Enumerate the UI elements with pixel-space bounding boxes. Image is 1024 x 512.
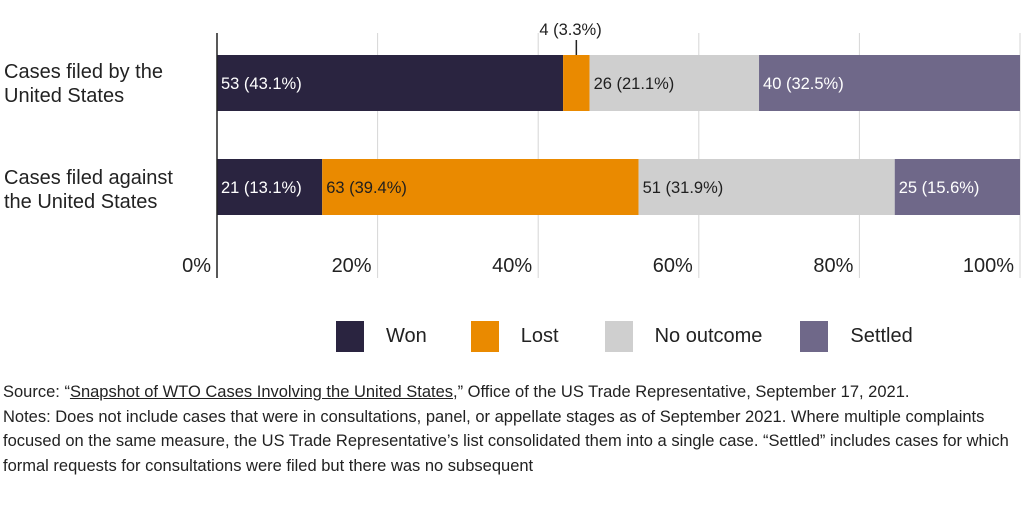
data-label: 63 (39.4%) [326, 179, 407, 197]
bar-segment-settled [759, 55, 1020, 111]
bar-segment-settled [894, 159, 1020, 215]
source-notes: Source: “Snapshot of WTO Cases Involving… [3, 380, 1018, 478]
notes-text: Notes: Does not include cases that were … [3, 407, 1009, 475]
bar-segment-lost [563, 55, 590, 111]
category-label-line: the United States [4, 191, 158, 213]
x-tick-label: 40% [492, 255, 532, 277]
legend-label-won: Won [386, 325, 427, 347]
category-label-line: United States [4, 85, 125, 107]
source-suffix: ,” Office of the US Trade Representative… [453, 383, 910, 401]
data-label: 40 (32.5%) [763, 75, 844, 93]
data-label: 21 (13.1%) [221, 179, 302, 197]
stacked-bar-chart: 53 (43.1%) 4 (3.3%) 26 (21.1%) 40 (32.5%) 21… [182, 21, 1021, 278]
x-tick-label: 20% [332, 255, 372, 277]
legend-item-settled: Settled [800, 321, 913, 352]
legend-item-no-outcome: No outcome [604, 321, 763, 352]
legend-label-no-outcome: No outcome [654, 325, 763, 347]
category-label-line: Cases filed against [4, 167, 173, 189]
source-prefix: Source: “ [3, 383, 70, 401]
category-label-filed-by-us: Cases filed by the United States [4, 60, 163, 108]
bar-segment-no-outcome [589, 55, 760, 111]
legend-item-lost: Lost [470, 321, 559, 352]
data-label: 53 (43.1%) [221, 75, 302, 93]
bar-segment-no-outcome [638, 159, 895, 215]
data-label: 51 (31.9%) [643, 179, 724, 197]
source-line: Source: “Snapshot of WTO Cases Involving… [3, 380, 1018, 405]
category-label-line: Cases filed by the [4, 61, 163, 83]
legend-swatch-lost [470, 321, 499, 352]
x-tick-label: 80% [813, 255, 853, 277]
legend-swatch-no-outcome [604, 321, 633, 352]
legend-swatch-settled [800, 321, 829, 352]
x-tick-label: 60% [653, 255, 693, 277]
legend-item-won: Won [336, 321, 427, 352]
category-label-filed-against-us: Cases filed against the United States [4, 166, 173, 214]
legend-swatch-won [336, 321, 364, 352]
legend-label-lost: Lost [520, 325, 559, 347]
x-tick-label: 100% [963, 255, 1014, 277]
bar-segment-won [217, 55, 564, 111]
bar-segment-lost [322, 159, 639, 215]
data-label: 26 (21.1%) [594, 75, 675, 93]
bar-segment-won [217, 159, 323, 215]
data-label: 25 (15.6%) [899, 179, 980, 197]
data-label: 4 (3.3%) [539, 21, 601, 39]
source-link[interactable]: Snapshot of WTO Cases Involving the Unit… [69, 383, 454, 401]
legend-label-settled: Settled [850, 325, 913, 347]
x-tick-label: 0% [182, 255, 211, 277]
legend: Won Lost No outcome Settled [336, 321, 913, 352]
